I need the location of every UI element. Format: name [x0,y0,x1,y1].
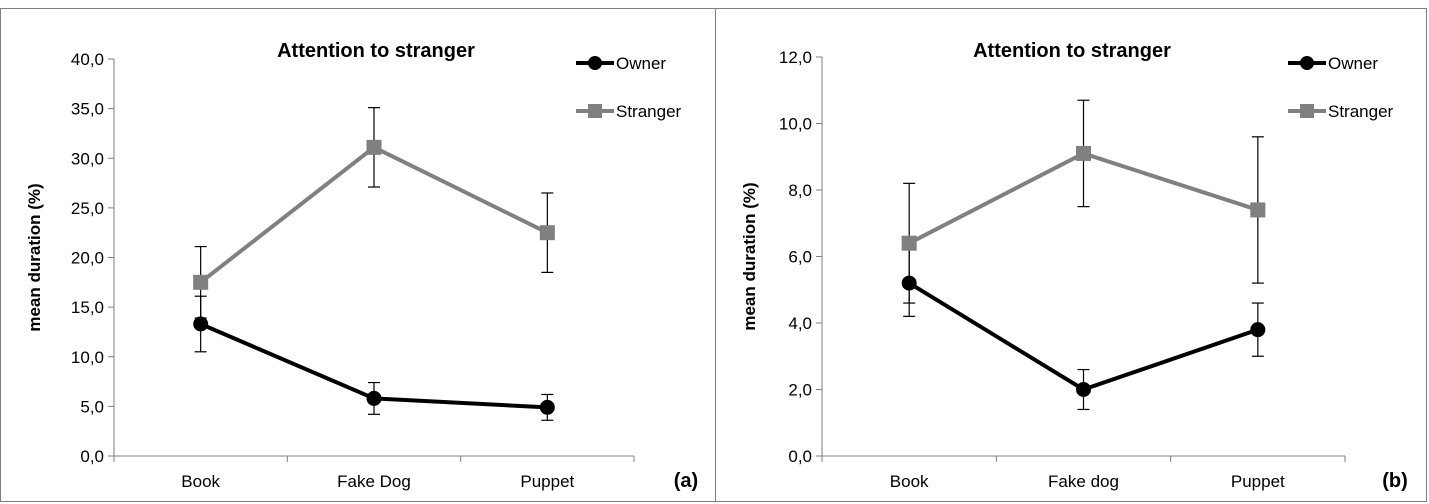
chart-b-legend-owner-label: Owner [1328,54,1378,73]
chart-b-panel-label: (b) [1382,470,1408,492]
chart-a-x-tick-label: Puppet [520,472,574,491]
chart-a-legend-stranger-label: Stranger [616,102,682,121]
chart-a-y-tick-label: 25,0 [71,199,104,218]
chart-a-owner-point [193,316,209,332]
chart-a-stranger-point [193,274,209,290]
chart-b: 0,0 2,0 4,0 6,0 8,0 10,0 12,0 Book Fake dog Puppe… [740,40,1408,492]
chart-b-stranger-point [901,235,917,251]
chart-a: 0,0 5,0 10,0 15,0 20,0 25,0 30,0 35,0 40,0 Book Fa… [25,40,698,492]
chart-b-owner-point [1076,382,1091,397]
chart-a-y-tick-label: 40,0 [71,50,104,69]
chart-b-y-tick-label: 6,0 [788,248,812,267]
chart-a-y-tick-label: 10,0 [71,348,104,367]
chart-b-legend-stranger-label: Stranger [1328,102,1394,121]
panel-a-frame [0,8,716,502]
chart-b-y-tick-label: 10,0 [779,115,812,134]
chart-b-x-tick-label: Book [890,472,929,491]
chart-b-y-axis-label: mean duration (%) [740,182,759,330]
chart-b-title: Attention to stranger [973,40,1171,62]
chart-a-y-axis-label: mean duration (%) [25,183,44,331]
chart-a-y-tick-label: 30,0 [71,149,104,168]
chart-a-owner-point [366,390,382,406]
chart-a-y-tick-label: 0,0 [80,447,104,466]
chart-b-legend-owner-marker [1300,56,1314,70]
chart-b-owner-point [1250,322,1266,338]
chart-b-y-tick-label: 0,0 [788,447,812,466]
chart-a-legend-stranger-marker [588,104,602,118]
chart-b-x-tick-label: Fake dog [1048,472,1119,491]
panel-b-frame [715,8,1427,502]
chart-a-panel-label: (a) [674,470,698,492]
chart-b-legend-stranger-marker [1300,104,1314,118]
chart-a-title: Attention to stranger [277,40,475,62]
chart-a-legend-owner-marker [588,56,602,70]
chart-a-x-tick-label: Fake Dog [337,472,411,491]
chart-a-legend-owner-label: Owner [616,54,666,73]
chart-b-y-tick-label: 4,0 [788,314,812,333]
chart-b-stranger-point [1076,145,1091,161]
chart-b-x-tick-label: Puppet [1231,472,1285,491]
chart-a-y-tick-label: 35,0 [71,100,104,119]
chart-a-owner-point [539,399,555,415]
chart-a-x-tick-label: Book [181,472,220,491]
chart-b-y-tick-label: 12,0 [779,48,812,67]
chart-b-y-tick-label: 2,0 [788,381,812,400]
chart-b-stranger-point [1250,202,1266,218]
chart-a-y-tick-label: 5,0 [80,397,104,416]
chart-b-y-tick-label: 8,0 [788,181,812,200]
chart-a-stranger-point [366,139,382,155]
chart-a-y-tick-label: 20,0 [71,249,104,268]
chart-a-stranger-point [539,225,555,241]
chart-a-y-tick-label: 15,0 [71,298,104,317]
